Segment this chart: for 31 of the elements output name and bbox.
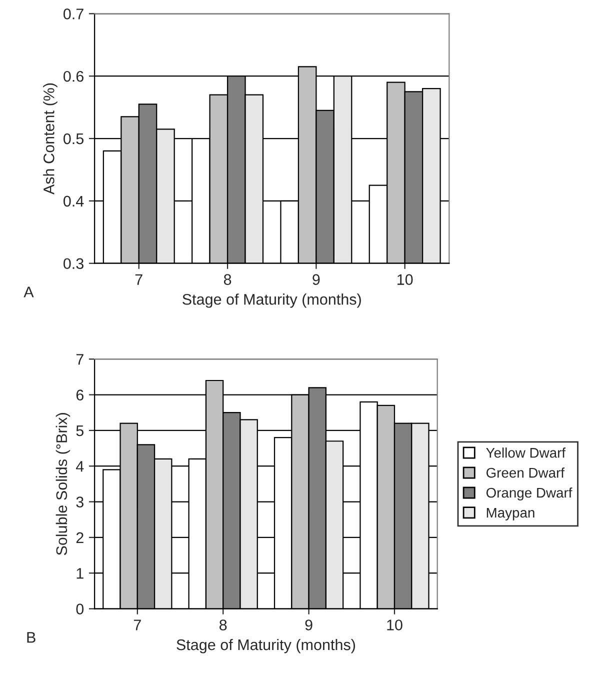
- y-tick-label: 5: [76, 425, 84, 436]
- y-axis-title: Soluble Solids (°Brix): [56, 413, 70, 556]
- x-tick-label: 9: [312, 274, 320, 285]
- y-tick-label: 0.4: [64, 196, 84, 207]
- x-axis-title: Stage of Maturity (months): [176, 638, 356, 654]
- legend-label: Orange Dwarf: [486, 487, 572, 500]
- y-tick-label: 0.5: [64, 133, 84, 144]
- legend-label: Green Dwarf: [486, 468, 565, 478]
- y-tick-label: 7: [76, 354, 84, 365]
- x-tick-label: 10: [387, 620, 402, 630]
- y-tick-label: 0.6: [64, 70, 84, 82]
- x-tick-label: 8: [224, 274, 232, 285]
- y-tick-label: 3: [76, 496, 84, 508]
- y-tick-label: 1: [76, 568, 84, 579]
- y-tick-label: 0.7: [64, 8, 84, 20]
- legend-label: Maypan: [486, 508, 534, 520]
- y-tick-label: 0: [76, 604, 84, 614]
- x-tick-label: 10: [398, 274, 413, 285]
- x-tick-label: 7: [134, 620, 141, 630]
- legend-label: Yellow Dwarf: [486, 448, 566, 458]
- x-axis-title: Stage of Maturity (months): [182, 294, 361, 308]
- y-tick-label: 4: [76, 461, 84, 472]
- text: A: [24, 286, 34, 298]
- x-tick-label: 9: [305, 620, 312, 630]
- y-tick-label: 0.3: [64, 258, 84, 270]
- y-tick-label: 2: [76, 532, 84, 543]
- x-tick-label: 7: [135, 274, 142, 285]
- x-tick-label: 8: [220, 620, 227, 630]
- y-tick-label: 6: [76, 390, 84, 400]
- y-axis-title: Ash Content (%): [43, 83, 58, 195]
- text: B: [27, 632, 36, 643]
